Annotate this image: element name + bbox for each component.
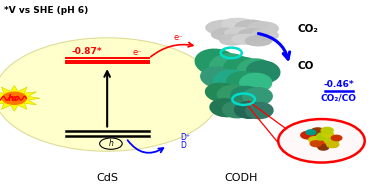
Circle shape [324,137,339,144]
Ellipse shape [223,101,253,118]
FancyArrowPatch shape [258,34,290,59]
Ellipse shape [210,99,241,117]
Text: D⁺: D⁺ [180,133,191,143]
Ellipse shape [224,57,261,81]
Circle shape [0,38,220,151]
Text: CODH: CODH [224,173,257,183]
Ellipse shape [222,18,256,31]
Ellipse shape [243,88,272,105]
Ellipse shape [246,36,272,46]
Text: CdS: CdS [96,173,118,183]
Ellipse shape [238,29,267,40]
Circle shape [322,131,334,137]
Text: -0.46*: -0.46* [323,80,354,89]
Text: e⁻: e⁻ [174,33,183,42]
Ellipse shape [212,28,240,40]
Circle shape [321,127,333,133]
Ellipse shape [232,34,260,44]
Ellipse shape [237,59,273,82]
Text: D: D [180,141,186,150]
Text: CO₂: CO₂ [297,24,318,34]
Text: h: h [109,139,113,148]
Circle shape [306,130,316,135]
Circle shape [310,141,321,146]
Circle shape [318,145,329,150]
Ellipse shape [217,85,250,104]
Polygon shape [0,85,40,111]
Text: CO₂/CO: CO₂/CO [320,94,356,103]
Ellipse shape [248,22,278,35]
Ellipse shape [201,67,235,88]
Ellipse shape [247,61,280,83]
Circle shape [315,141,328,148]
Circle shape [278,119,365,163]
Ellipse shape [206,83,238,102]
Ellipse shape [231,87,262,104]
Circle shape [301,131,316,139]
Ellipse shape [235,102,263,118]
Circle shape [327,142,339,148]
Ellipse shape [220,34,247,45]
Ellipse shape [195,49,237,75]
Text: *V vs SHE (pH 6): *V vs SHE (pH 6) [4,6,88,15]
Ellipse shape [227,72,261,91]
Circle shape [317,132,332,140]
Text: hν: hν [8,94,21,103]
Circle shape [311,128,324,135]
Text: e⁻: e⁻ [133,48,143,57]
Text: CO: CO [297,61,314,71]
FancyArrowPatch shape [151,43,193,57]
Ellipse shape [206,20,241,35]
Circle shape [331,135,342,141]
Circle shape [309,137,321,143]
FancyArrowPatch shape [127,140,163,153]
Ellipse shape [209,54,249,78]
Ellipse shape [235,20,267,33]
Ellipse shape [246,103,273,119]
Ellipse shape [225,28,255,39]
Text: -0.87*: -0.87* [71,47,102,56]
Circle shape [2,92,26,104]
Ellipse shape [252,30,278,40]
Ellipse shape [213,70,249,91]
Ellipse shape [240,73,272,92]
